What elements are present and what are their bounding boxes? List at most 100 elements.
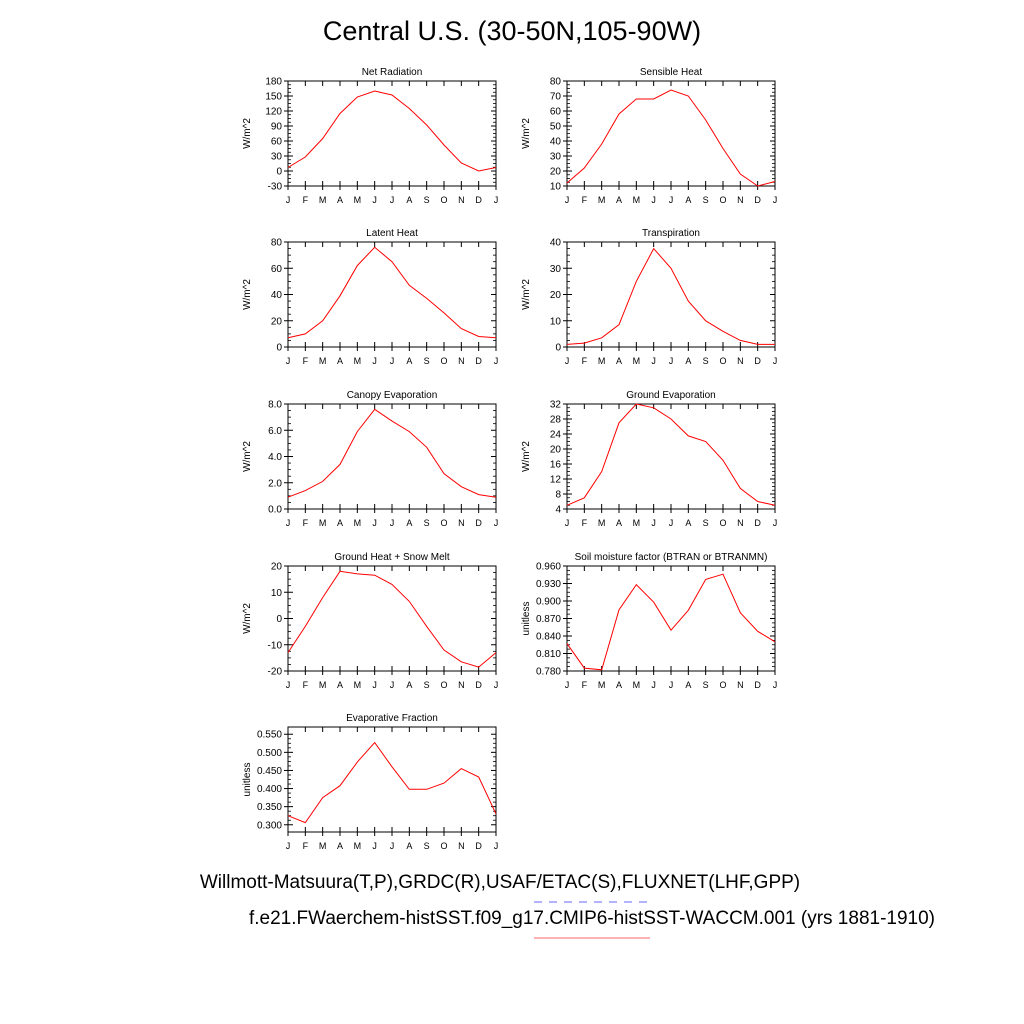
plot-frame bbox=[287, 80, 497, 187]
x-tick-label: O bbox=[719, 680, 726, 690]
x-tick-label: N bbox=[737, 680, 744, 690]
x-tick-label: J bbox=[651, 518, 656, 528]
series-line bbox=[566, 89, 776, 187]
y-tick-label: 0.870 bbox=[536, 614, 561, 625]
y-tick-label: 0.960 bbox=[536, 562, 561, 573]
x-tick-label: J bbox=[773, 518, 778, 528]
y-axis-label: W/m^2 bbox=[521, 118, 532, 149]
y-tick-label: 40 bbox=[550, 137, 562, 148]
x-tick-label: F bbox=[303, 195, 309, 205]
y-tick-label: 4 bbox=[555, 505, 561, 516]
y-tick-label: 80 bbox=[550, 77, 562, 88]
x-tick-label: M bbox=[354, 841, 362, 851]
x-tick-label: M bbox=[354, 680, 362, 690]
y-tick-label: 28 bbox=[550, 415, 562, 426]
plot-frame bbox=[287, 565, 497, 672]
plot-frame bbox=[287, 241, 497, 348]
x-tick-label: D bbox=[754, 518, 761, 528]
x-tick-label: F bbox=[582, 195, 588, 205]
y-tick-label: 20 bbox=[271, 562, 283, 573]
panel-title: Evaporative Fraction bbox=[346, 713, 438, 724]
x-tick-label: S bbox=[703, 518, 709, 528]
y-axis-label: W/m^2 bbox=[242, 118, 253, 149]
y-tick-label: 90 bbox=[271, 122, 283, 133]
x-tick-label: A bbox=[337, 680, 343, 690]
x-tick-label: J bbox=[651, 195, 656, 205]
x-tick-label: M bbox=[354, 356, 362, 366]
y-tick-label: 30 bbox=[550, 264, 562, 275]
y-tick-label: 50 bbox=[550, 122, 562, 133]
y-tick-label: 20 bbox=[550, 290, 562, 301]
y-tick-label: 6.0 bbox=[268, 426, 282, 437]
x-tick-label: M bbox=[598, 195, 606, 205]
plot-frame bbox=[566, 241, 776, 348]
x-tick-label: M bbox=[598, 518, 606, 528]
observations-caption: Willmott-Matsuura(T,P),GRDC(R),USAF/ETAC… bbox=[199, 872, 801, 893]
y-tick-label: 8.0 bbox=[268, 400, 282, 411]
y-tick-label: 0.550 bbox=[257, 730, 282, 741]
x-tick-label: F bbox=[303, 680, 309, 690]
y-tick-label: 4.0 bbox=[268, 452, 282, 463]
x-tick-label: A bbox=[616, 518, 622, 528]
y-tick-label: 24 bbox=[550, 430, 562, 441]
y-tick-label: 0 bbox=[276, 167, 282, 178]
x-tick-label: M bbox=[633, 356, 641, 366]
y-tick-label: -20 bbox=[268, 667, 283, 678]
y-tick-label: 20 bbox=[271, 316, 283, 327]
x-tick-label: N bbox=[737, 195, 744, 205]
y-tick-label: 0.930 bbox=[536, 579, 561, 590]
y-tick-label: 12 bbox=[550, 475, 562, 486]
x-tick-label: O bbox=[719, 356, 726, 366]
x-tick-label: S bbox=[703, 356, 709, 366]
x-tick-label: J bbox=[390, 518, 395, 528]
x-tick-label: J bbox=[286, 841, 291, 851]
x-tick-label: O bbox=[440, 195, 447, 205]
x-tick-label: N bbox=[458, 518, 465, 528]
page-title: Central U.S. (30-50N,105-90W) bbox=[322, 16, 702, 46]
y-tick-label: 10 bbox=[550, 182, 562, 193]
x-tick-label: J bbox=[669, 680, 674, 690]
x-tick-label: J bbox=[494, 518, 499, 528]
y-axis-label: W/m^2 bbox=[521, 279, 532, 310]
x-tick-label: J bbox=[286, 356, 291, 366]
x-tick-label: A bbox=[685, 680, 691, 690]
y-tick-label: -10 bbox=[268, 640, 283, 651]
x-tick-label: A bbox=[616, 356, 622, 366]
y-tick-label: 0.0 bbox=[268, 505, 282, 516]
x-tick-label: F bbox=[582, 518, 588, 528]
x-tick-label: O bbox=[440, 356, 447, 366]
x-tick-label: J bbox=[390, 841, 395, 851]
x-tick-label: M bbox=[354, 518, 362, 528]
x-tick-label: S bbox=[703, 195, 709, 205]
x-tick-label: S bbox=[424, 680, 430, 690]
x-tick-label: M bbox=[633, 195, 641, 205]
y-tick-label: 0 bbox=[276, 614, 282, 625]
y-tick-label: 10 bbox=[271, 588, 283, 599]
series-line bbox=[566, 403, 776, 506]
x-tick-label: J bbox=[565, 195, 570, 205]
y-tick-label: 0 bbox=[276, 343, 282, 354]
y-tick-label: -30 bbox=[268, 182, 283, 193]
y-axis-label: W/m^2 bbox=[242, 603, 253, 634]
x-tick-label: J bbox=[390, 195, 395, 205]
x-tick-label: J bbox=[494, 356, 499, 366]
panel-title: Net Radiation bbox=[362, 67, 423, 78]
x-tick-label: M bbox=[319, 356, 327, 366]
x-tick-label: A bbox=[406, 680, 412, 690]
y-tick-label: 0.300 bbox=[257, 820, 282, 831]
y-tick-label: 0.500 bbox=[257, 748, 282, 759]
x-tick-label: J bbox=[286, 195, 291, 205]
y-tick-label: 10 bbox=[550, 316, 562, 327]
y-tick-label: 0.900 bbox=[536, 597, 561, 608]
x-tick-label: J bbox=[565, 518, 570, 528]
y-tick-label: 30 bbox=[271, 152, 283, 163]
plot-frame bbox=[566, 403, 776, 510]
panel-title: Sensible Heat bbox=[640, 67, 702, 78]
plot-frame bbox=[566, 80, 776, 187]
y-axis-label: unitless bbox=[521, 602, 532, 636]
series-line bbox=[566, 573, 776, 671]
panel-title: Soil moisture factor (BTRAN or BTRANMN) bbox=[575, 552, 768, 563]
y-tick-label: 0.810 bbox=[536, 649, 561, 660]
